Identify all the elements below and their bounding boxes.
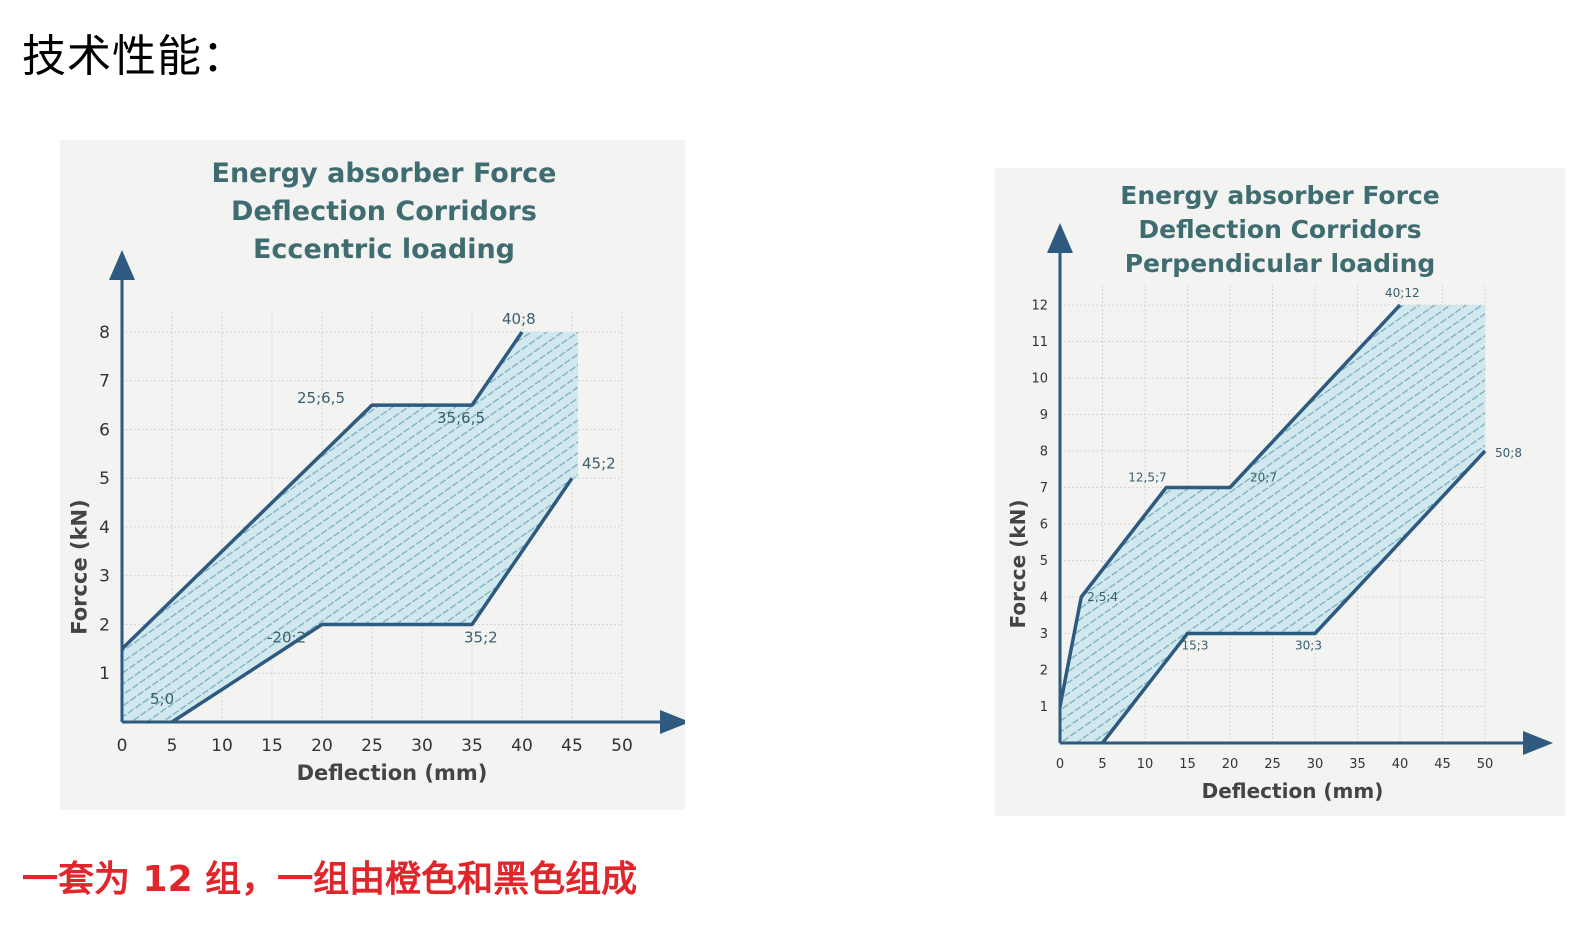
- x-axis-label: Deflection (mm): [1202, 779, 1384, 803]
- y-tick-label: 10: [1031, 372, 1048, 387]
- x-tick-label: 10: [1137, 757, 1154, 772]
- point-label: 45;2: [582, 454, 616, 472]
- x-tick-label: 30: [411, 736, 433, 756]
- axes: [109, 250, 685, 734]
- x-axis-arrow: [660, 710, 685, 734]
- point-label: 25;6,5: [297, 389, 345, 407]
- x-tick-label: 35: [1349, 757, 1366, 772]
- x-tick-label: 45: [561, 736, 583, 756]
- point-label: 40;8: [502, 310, 536, 328]
- y-tick-label: 6: [1040, 518, 1048, 533]
- y-axis-arrow: [1047, 223, 1073, 253]
- x-tick-label: 45: [1434, 757, 1451, 772]
- chart-eccentric-loading: 0 5 10 15 20 25 30 35 40 45 50 1 2 3 4 5 6 7 8 Deflection (…: [60, 140, 685, 810]
- x-tick-label: 50: [611, 736, 633, 756]
- y-tick-label: 5: [99, 469, 110, 489]
- x-tick-label: 40: [1392, 757, 1409, 772]
- y-tick-label: 4: [1040, 591, 1048, 606]
- x-tick-label: 40: [511, 736, 533, 756]
- point-label: 12,5;7: [1128, 471, 1166, 485]
- point-label: 50;8: [1495, 446, 1522, 460]
- y-tick-label: 3: [1040, 627, 1048, 642]
- x-tick-label: 5: [1098, 757, 1106, 772]
- upper-bound-line: [1058, 303, 1402, 707]
- y-tick-label: 5: [1040, 554, 1048, 569]
- y-axis-arrow: [109, 250, 135, 280]
- y-tick-label: 1: [99, 664, 110, 684]
- y-tick-label: 2: [1040, 664, 1048, 679]
- upper-bound-line: [120, 331, 524, 651]
- y-tick-label: 1: [1040, 700, 1048, 715]
- point-label: -20;2: [267, 629, 306, 647]
- lower-bound-line: [1101, 449, 1487, 745]
- point-label: 40;12: [1385, 286, 1420, 300]
- chart-title-line: Energy absorber Force: [212, 158, 557, 189]
- chart-title-line: Deflection Corridors: [1138, 215, 1421, 244]
- x-tick-label: 0: [1056, 757, 1064, 772]
- lower-bound-line: [171, 477, 574, 724]
- y-tick-label: 8: [99, 323, 110, 343]
- x-tick-label: 0: [117, 736, 128, 756]
- y-tick-label: 3: [99, 567, 110, 587]
- chart-title-line: Perpendicular loading: [1125, 249, 1436, 278]
- y-tick-label: 11: [1031, 335, 1048, 350]
- x-tick-label: 35: [461, 736, 483, 756]
- x-tick-label: 20: [311, 736, 333, 756]
- page-heading: 技术性能：: [22, 31, 247, 82]
- y-tick-label: 9: [1040, 408, 1048, 423]
- point-label: 35;2: [464, 629, 498, 647]
- x-tick-label: 5: [167, 736, 178, 756]
- x-tick-label: 20: [1222, 757, 1239, 772]
- chart-title-line: Energy absorber Force: [1120, 181, 1439, 210]
- chart-perpendicular-loading: 0 5 10 15 20 25 30 35 40 45 50 1 2 3 4 5 6 7 8 9 10 11 12 Defle…: [995, 168, 1565, 816]
- y-axis-label: Forcce (kN): [1006, 499, 1030, 628]
- chart-title-line: Deflection Corridors: [231, 196, 537, 227]
- x-tick-label: 25: [361, 736, 383, 756]
- y-tick-label: 7: [99, 372, 110, 392]
- x-axis-arrow: [1523, 731, 1553, 755]
- x-tick-label: 25: [1264, 757, 1281, 772]
- note-text: 一套为 12 组，一组由橙色和黑色组成: [22, 859, 638, 900]
- x-axis-label: Deflection (mm): [297, 761, 488, 785]
- point-label: 15;3: [1182, 639, 1209, 653]
- y-tick-label: 8: [1040, 445, 1048, 460]
- y-axis-label: Forcce (kN): [67, 499, 91, 634]
- y-tick-label: 12: [1031, 299, 1048, 314]
- x-tick-label: 10: [211, 736, 233, 756]
- y-tick-label: 2: [99, 615, 110, 635]
- y-tick-label: 7: [1040, 481, 1048, 496]
- axes: [1047, 223, 1553, 755]
- chart-title-line: Eccentric loading: [253, 234, 515, 265]
- point-label: 20;7: [1250, 471, 1277, 485]
- x-tick-label: 30: [1307, 757, 1324, 772]
- y-tick-label: 4: [99, 518, 110, 538]
- point-label: 30;3: [1295, 639, 1322, 653]
- point-label: 35;6,5: [437, 409, 485, 427]
- point-label: 5;0: [150, 690, 174, 708]
- chart-svg: 0 5 10 15 20 25 30 35 40 45 50123456789101112Defle…: [1006, 181, 1553, 803]
- x-tick-label: 15: [261, 736, 283, 756]
- x-tick-label: 50: [1477, 757, 1494, 772]
- corridor-area: [1060, 305, 1485, 743]
- x-tick-label: 15: [1179, 757, 1196, 772]
- y-tick-label: 6: [99, 420, 110, 440]
- point-label: 2,5;4: [1087, 590, 1118, 604]
